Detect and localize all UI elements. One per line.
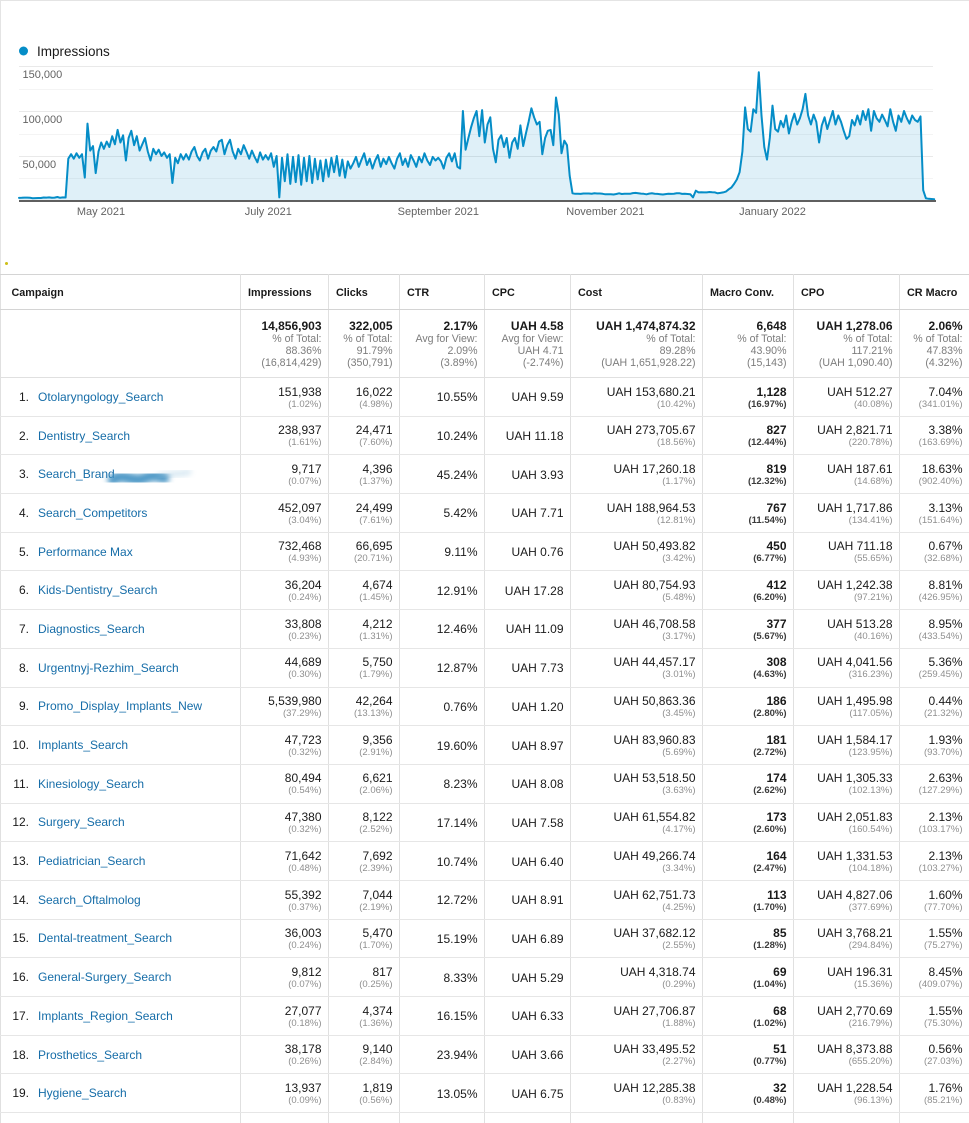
svg-text:150,000: 150,000 [23, 69, 63, 81]
svg-text:May 2021: May 2021 [77, 206, 125, 218]
svg-text:November 2021: November 2021 [566, 206, 644, 218]
svg-text:September 2021: September 2021 [398, 206, 479, 218]
svg-text:50,000: 50,000 [23, 159, 57, 171]
svg-text:January 2022: January 2022 [739, 206, 806, 218]
svg-text:100,000: 100,000 [23, 114, 63, 126]
svg-text:July 2021: July 2021 [245, 206, 292, 218]
svg-text:Impressions: Impressions [37, 44, 110, 59]
